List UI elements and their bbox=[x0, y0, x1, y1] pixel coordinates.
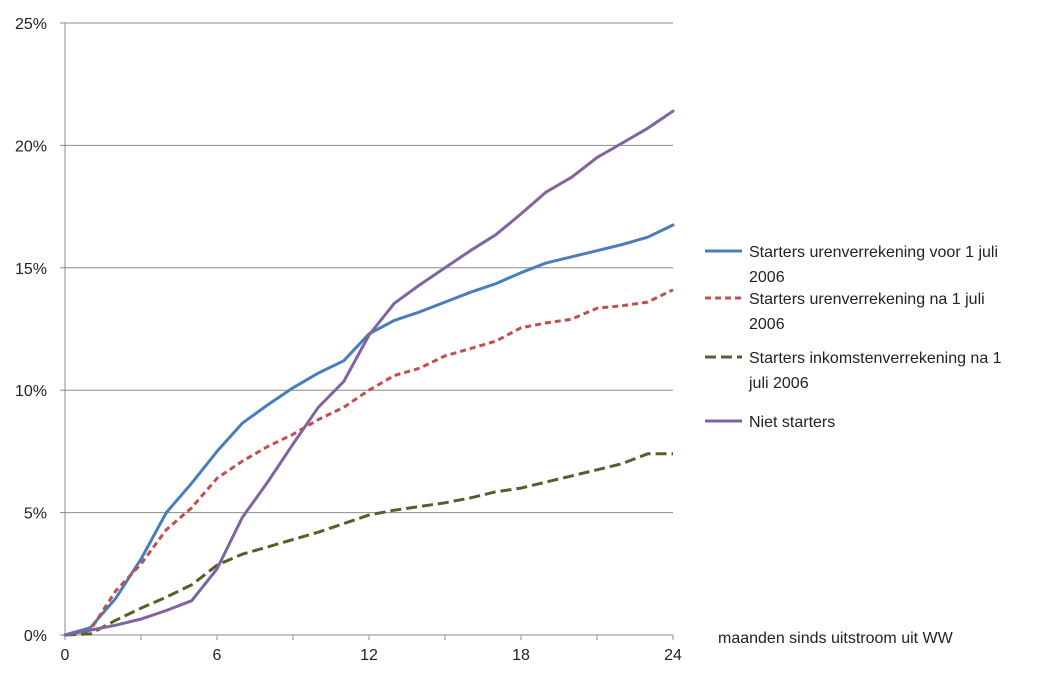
legend-label-3: juli 2006 bbox=[748, 375, 809, 392]
y-tick-label: 20% bbox=[15, 138, 47, 155]
legend-label-2: Starters urenverrekening na 1 juli bbox=[749, 291, 985, 308]
legend: Starters urenverrekening voor 1 juli 2006… bbox=[705, 244, 1002, 431]
y-axis-ticks: 0% 5% 10% 15% 20% 25% bbox=[15, 16, 65, 645]
gridlines bbox=[65, 22, 673, 514]
series-lines bbox=[63, 109, 675, 637]
x-tick-label: 6 bbox=[213, 647, 222, 664]
y-tick-label: 15% bbox=[15, 261, 47, 278]
legend-label-1: 2006 bbox=[749, 269, 785, 286]
x-tick-label: 18 bbox=[512, 647, 530, 664]
series-line-1 bbox=[63, 223, 675, 637]
x-tick-label: 12 bbox=[360, 647, 378, 664]
y-tick-label: 5% bbox=[24, 506, 47, 523]
x-tick-label: 0 bbox=[61, 647, 70, 664]
series-line-4 bbox=[63, 109, 675, 637]
series-line-3 bbox=[64, 452, 673, 637]
series-line-2 bbox=[64, 288, 674, 637]
x-tick-label: 24 bbox=[664, 647, 682, 664]
legend-label-3: Starters inkomstenverrekening na 1 bbox=[749, 350, 1002, 367]
y-tick-label: 10% bbox=[15, 383, 47, 400]
y-tick-label: 0% bbox=[24, 628, 47, 645]
legend-label-2: 2006 bbox=[749, 316, 785, 333]
y-tick-label: 25% bbox=[15, 16, 47, 33]
x-axis-ticks: 0 6 12 18 24 bbox=[61, 635, 682, 664]
legend-label-4: Niet starters bbox=[749, 414, 835, 431]
x-axis-label: maanden sinds uitstroom uit WW bbox=[718, 630, 954, 647]
legend-label-1: Starters urenverrekening voor 1 juli bbox=[749, 244, 998, 261]
